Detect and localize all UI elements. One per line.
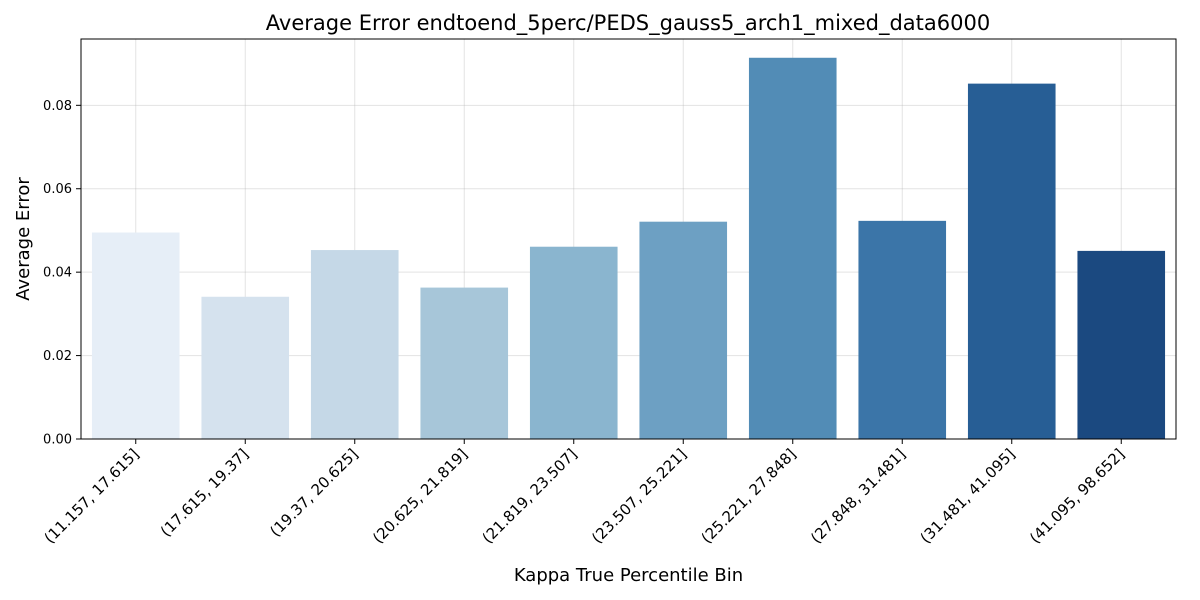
bar xyxy=(1077,250,1166,439)
x-tick-label: (19.37, 20.625] xyxy=(266,445,361,540)
bar xyxy=(748,57,837,439)
plot-frame xyxy=(80,38,1177,440)
bar xyxy=(639,221,728,439)
x-tick-label: (25.221, 27.848] xyxy=(698,445,800,547)
bar xyxy=(529,246,618,439)
x-tick-label: (41.095, 98.652] xyxy=(1026,445,1128,547)
x-tick-label: (31.481, 41.095] xyxy=(917,445,1019,547)
bar xyxy=(420,287,509,439)
x-axis-label: Kappa True Percentile Bin xyxy=(514,565,743,586)
x-tick-label: (17.615, 19.37] xyxy=(157,445,252,540)
y-tick-label: 0.00 xyxy=(43,433,72,448)
y-axis-label: Average Error xyxy=(13,177,34,301)
x-tick-label: (27.848, 31.481] xyxy=(807,445,909,547)
bar xyxy=(967,83,1056,439)
x-tick-label: (11.157, 17.615] xyxy=(41,445,143,547)
x-tick-label: (23.507, 25.221] xyxy=(588,445,690,547)
y-tick-label: 0.06 xyxy=(43,182,72,197)
y-tick-label: 0.04 xyxy=(43,266,72,281)
y-tick-label: 0.02 xyxy=(43,349,72,364)
x-tick-label: (20.625, 21.819] xyxy=(369,445,471,547)
x-axis: (11.157, 17.615] (17.615, 19.37] (19.37, 2… xyxy=(41,439,1128,547)
y-tick-label: 0.08 xyxy=(43,99,72,114)
bar xyxy=(91,232,180,439)
bars xyxy=(91,57,1166,439)
chart-title: Average Error endtoend_5perc/PEDS_gauss5… xyxy=(266,11,990,36)
x-tick-label: (21.819, 23.507] xyxy=(479,445,581,547)
bar xyxy=(310,250,399,439)
bar xyxy=(201,296,290,439)
y-axis: 0.00 0.02 0.04 0.06 0.08 xyxy=(43,99,81,448)
bar xyxy=(858,220,947,439)
